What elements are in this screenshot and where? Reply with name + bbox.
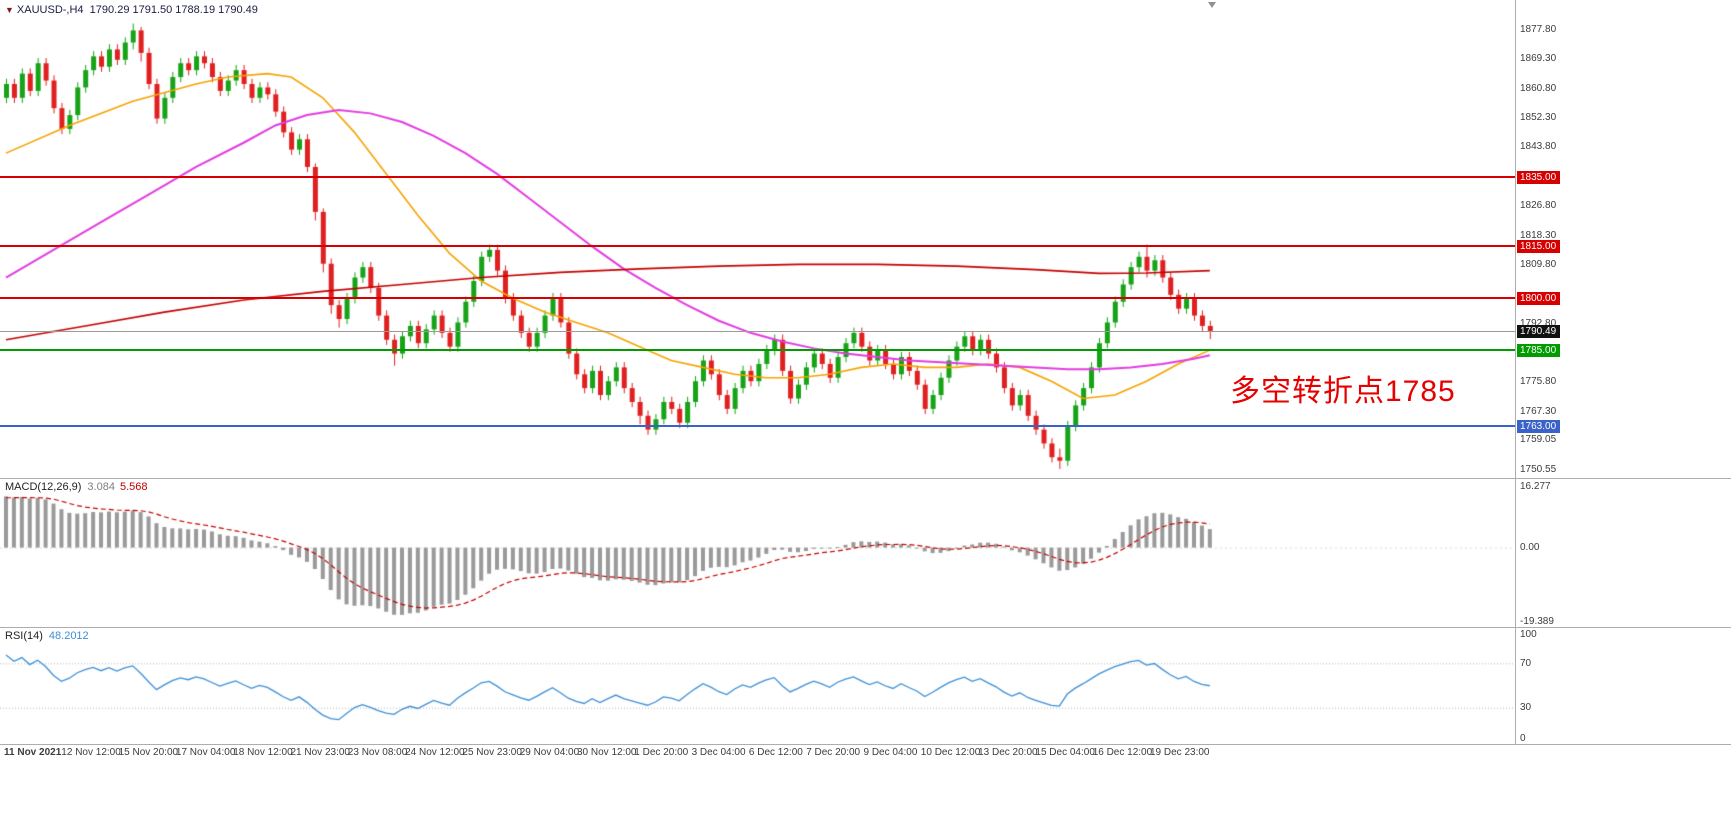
time-axis-label: 7 Dec 20:00	[806, 747, 861, 758]
time-axis-label: 3 Dec 04:00	[691, 747, 746, 758]
price-axis-badge: 1785.00	[1517, 343, 1561, 357]
price-axis-label: 1869.30	[1520, 53, 1557, 65]
price-axis-label: 1809.80	[1520, 258, 1557, 270]
time-axis-label: 17 Nov 04:00	[175, 747, 236, 758]
macd-label: MACD(12,26,9) 3.084 5.568	[5, 481, 147, 493]
macd-axis-label: 16.277	[1520, 480, 1551, 492]
level-line-resistance-1835[interactable]	[0, 176, 1515, 179]
level-line-current-price[interactable]	[0, 330, 1515, 332]
time-axis-label: 15 Nov 20:00	[118, 747, 179, 758]
time-axis-label: 30 Nov 12:00	[577, 747, 637, 758]
time-axis-separator	[0, 744, 1731, 745]
price-axis-badge: 1763.00	[1517, 419, 1561, 433]
time-axis-label: 16 Dec 12:00	[1092, 747, 1153, 758]
rsi-value: 48.2012	[48, 630, 89, 642]
level-line-resistance-1815[interactable]	[0, 245, 1515, 248]
time-axis-label: 24 Nov 12:00	[405, 747, 465, 758]
price-axis-badge: 1790.49	[1517, 324, 1561, 338]
time-axis-label: 6 Dec 12:00	[748, 747, 803, 758]
time-axis-label: 1 Dec 20:00	[634, 747, 689, 758]
annotation-text[interactable]: 多空转折点1785	[1230, 375, 1456, 408]
price-axis-badge: 1815.00	[1517, 239, 1561, 253]
ohlc-values: 1790.29 1791.50 1788.19 1790.49	[89, 4, 258, 16]
price-axis-separator	[1515, 0, 1516, 744]
price-axis-label: 1750.55	[1520, 463, 1557, 475]
price-axis-label: 1826.80	[1520, 200, 1557, 212]
time-axis-label: 23 Nov 08:00	[347, 747, 408, 758]
time-axis-label: 13 Dec 20:00	[978, 747, 1038, 758]
pane-separator[interactable]	[0, 478, 1731, 479]
rsi-axis-label: 30	[1520, 702, 1532, 714]
time-axis-label: 21 Nov 23:00	[290, 747, 351, 758]
macd-signal-value: 5.568	[119, 481, 148, 493]
price-axis-badge: 1800.00	[1517, 291, 1561, 305]
symbol-timeframe: XAUUSD-,H4	[16, 4, 84, 16]
time-axis-label: 25 Nov 23:00	[462, 747, 522, 758]
price-axis-label: 1843.80	[1520, 141, 1557, 153]
macd-main-value: 3.084	[87, 481, 115, 493]
time-axis-label: 15 Dec 04:00	[1035, 747, 1095, 758]
shift-marker-icon[interactable]	[1208, 2, 1216, 8]
chart-title: ▼ XAUUSD-,H4 1790.29 1791.50 1788.19 1790…	[5, 4, 258, 16]
price-axis-label: 1792.80	[1520, 317, 1557, 329]
level-line-resistance-1800[interactable]	[0, 297, 1515, 300]
price-axis-label: 1767.30	[1520, 405, 1557, 417]
pane-separator[interactable]	[0, 627, 1731, 628]
rsi-name: RSI(14)	[5, 630, 43, 642]
level-line-pivot-1785[interactable]	[0, 349, 1515, 352]
rsi-chart-canvas[interactable]	[0, 627, 1515, 744]
macd-name: MACD(12,26,9)	[5, 481, 82, 493]
time-axis-label: 29 Nov 04:00	[519, 747, 580, 758]
rsi-axis-label: 100	[1520, 629, 1537, 640]
time-axis-label: 10 Dec 12:00	[920, 747, 981, 758]
time-axis-label: 11 Nov 2021	[4, 747, 62, 758]
time-axis-label: 9 Dec 04:00	[863, 747, 918, 758]
price-axis-label: 1852.30	[1520, 112, 1557, 123]
rsi-axis-label: 70	[1520, 657, 1532, 669]
price-axis-badge: 1835.00	[1517, 170, 1561, 184]
rsi-axis-label: 0	[1520, 733, 1526, 744]
macd-axis-label: 0.00	[1520, 542, 1540, 554]
time-axis-label: 18 Nov 12:00	[233, 747, 293, 758]
price-axis-label: 1818.30	[1520, 229, 1557, 241]
rsi-label: RSI(14) 48.2012	[5, 630, 89, 642]
macd-axis-label: -19.389	[1520, 615, 1554, 627]
macd-chart-canvas[interactable]	[0, 478, 1515, 627]
symbol-marker-icon: ▼	[5, 5, 14, 15]
price-axis-label: 1775.80	[1520, 376, 1557, 388]
price-axis-label: 1877.80	[1520, 23, 1557, 35]
time-axis-label: 19 Dec 23:00	[1150, 747, 1210, 758]
price-axis-label: 1759.05	[1520, 434, 1557, 446]
time-axis-label: 12 Nov 12:00	[61, 747, 121, 758]
price-axis-label: 1860.80	[1520, 82, 1557, 94]
level-line-support-1763[interactable]	[0, 425, 1515, 428]
candlestick-chart-canvas[interactable]	[0, 0, 1515, 478]
